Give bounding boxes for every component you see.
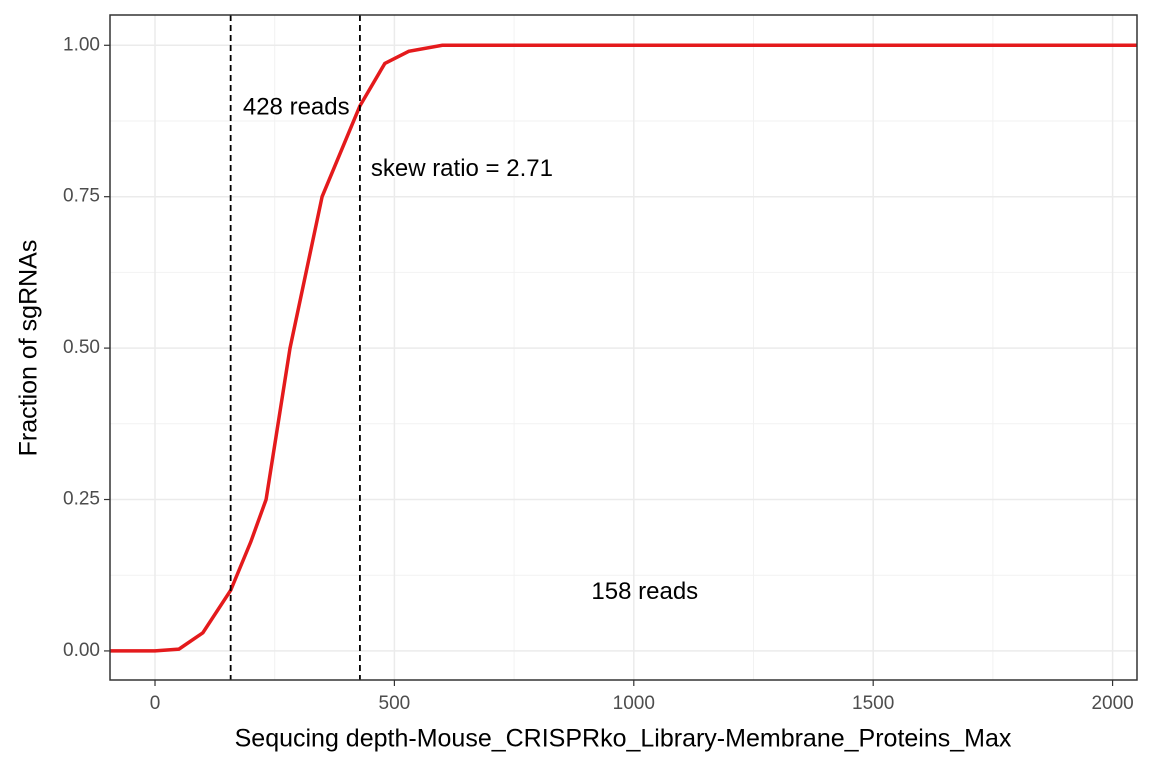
x-tick-label: 1000 <box>613 693 655 714</box>
y-tick-label: 1.00 <box>63 34 100 55</box>
annotation: 158 reads <box>591 578 698 605</box>
x-axis-title: Sequcing depth-Mouse_CRISPRko_Library-Me… <box>235 725 1012 753</box>
x-tick-label: 500 <box>379 693 411 714</box>
x-tick-label: 0 <box>150 693 161 714</box>
plot-border <box>109 14 1138 681</box>
annotation: skew ratio = 2.71 <box>371 155 553 182</box>
x-tick-label: 1500 <box>852 693 894 714</box>
y-tick-label: 0.25 <box>63 489 100 510</box>
annotation: 428 reads <box>243 94 350 121</box>
y-tick-label: 0.75 <box>63 186 100 207</box>
x-tick-label: 2000 <box>1091 693 1133 714</box>
y-tick-label: 0.00 <box>63 640 100 661</box>
y-axis-title: Fraction of sgRNAs <box>15 240 43 457</box>
data-line <box>110 43 1137 653</box>
y-tick-label: 0.50 <box>63 337 100 358</box>
